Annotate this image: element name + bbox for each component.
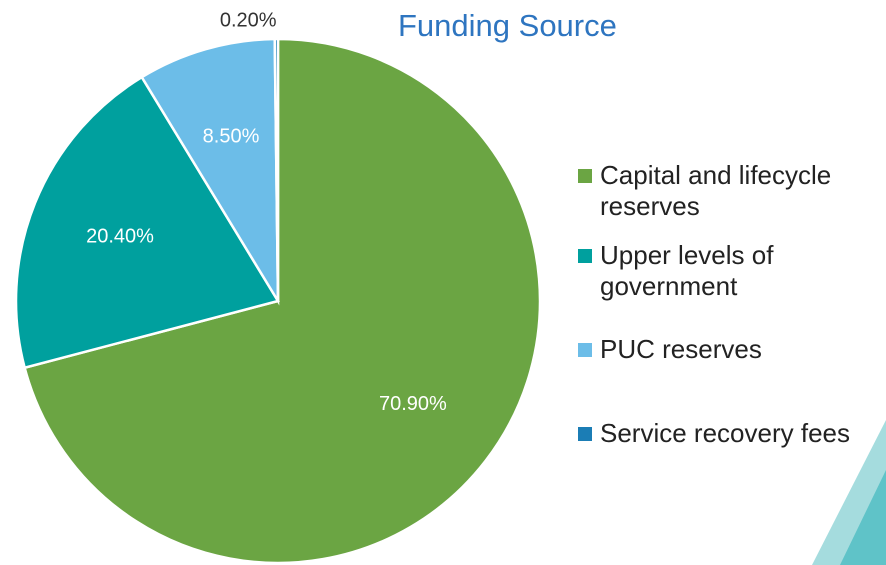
pie-slice xyxy=(273,37,280,302)
legend-swatch xyxy=(578,249,592,263)
data-label: 70.90% xyxy=(379,393,447,415)
legend-label: Service recovery fees xyxy=(600,418,850,448)
legend-label: Upper levels of government xyxy=(600,240,774,301)
legend-item: Capital and lifecycle reserves xyxy=(578,160,886,222)
legend-item: Upper levels of government xyxy=(578,240,886,302)
data-label: 8.50% xyxy=(203,126,260,148)
legend-label: PUC reserves xyxy=(600,334,762,364)
data-label: 20.40% xyxy=(86,226,154,248)
decoration xyxy=(840,470,886,565)
pie-slice xyxy=(23,37,542,565)
pie-slice xyxy=(140,37,280,306)
legend-label: Capital and lifecycle reserves xyxy=(600,160,832,221)
legend-item: Service recovery fees xyxy=(578,418,886,449)
chart-title: Funding Source xyxy=(398,8,617,43)
pie-slice xyxy=(14,75,280,370)
legend-swatch xyxy=(578,427,592,441)
legend-swatch xyxy=(578,169,592,183)
legend-swatch xyxy=(578,343,592,357)
legend-item: PUC reserves xyxy=(578,334,886,365)
data-label: 0.20% xyxy=(220,9,277,31)
